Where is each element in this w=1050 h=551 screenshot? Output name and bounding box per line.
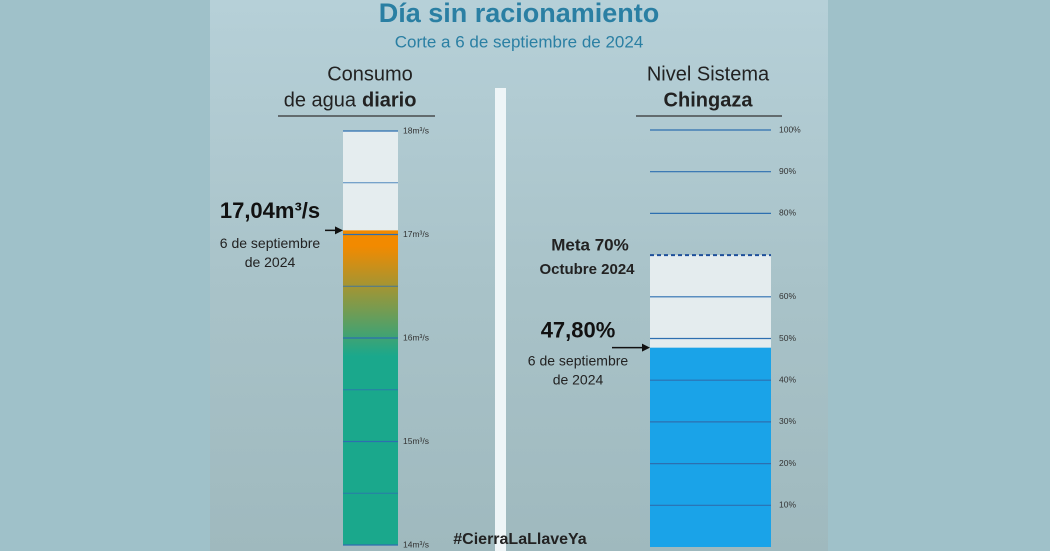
value-label: 47,80% [541, 317, 616, 342]
y-tick-label: 16m³/s [403, 332, 429, 342]
title: Día sin racionamiento [379, 0, 660, 28]
hashtag: #CierraLaLlaveYa [453, 531, 587, 548]
y-tick-label: 18m³/s [403, 125, 429, 135]
y-tick-label: 15m³/s [403, 436, 429, 446]
y-tick-label: 40% [779, 374, 796, 384]
value-label: 17,04m³/s [220, 198, 320, 223]
right-heading: Nivel Sistema [647, 63, 770, 85]
gauge-fill [650, 347, 771, 547]
left-heading: Consumo [327, 63, 413, 85]
value-note: 6 de septiembre [220, 235, 321, 251]
left-heading-bold: diario [362, 89, 416, 111]
gauge-fill [343, 230, 398, 546]
y-tick-label: 10% [779, 500, 796, 510]
y-tick-label: 14m³/s [403, 539, 429, 549]
arrow-head [642, 343, 650, 352]
target-label: Meta 70% [551, 236, 628, 255]
y-tick-label: 20% [779, 458, 796, 468]
value-note: 6 de septiembre [528, 352, 629, 368]
y-tick-label: 50% [779, 333, 796, 343]
target-sublabel: Octubre 2024 [539, 261, 635, 278]
y-tick-label: 80% [779, 208, 796, 218]
value-note: de 2024 [553, 371, 604, 387]
subtitle: Corte a 6 de septiembre de 2024 [395, 32, 644, 51]
y-tick-label: 17m³/s [403, 229, 429, 239]
right-heading-bold: Chingaza [664, 89, 754, 111]
value-note: de 2024 [245, 254, 296, 270]
y-tick-label: 60% [779, 291, 796, 301]
y-tick-label: 90% [779, 166, 796, 176]
y-tick-label: 30% [779, 416, 796, 426]
arrow-head [335, 226, 343, 235]
left-heading: de agua [284, 89, 357, 111]
y-tick-label: 100% [779, 124, 801, 134]
divider [495, 88, 506, 551]
